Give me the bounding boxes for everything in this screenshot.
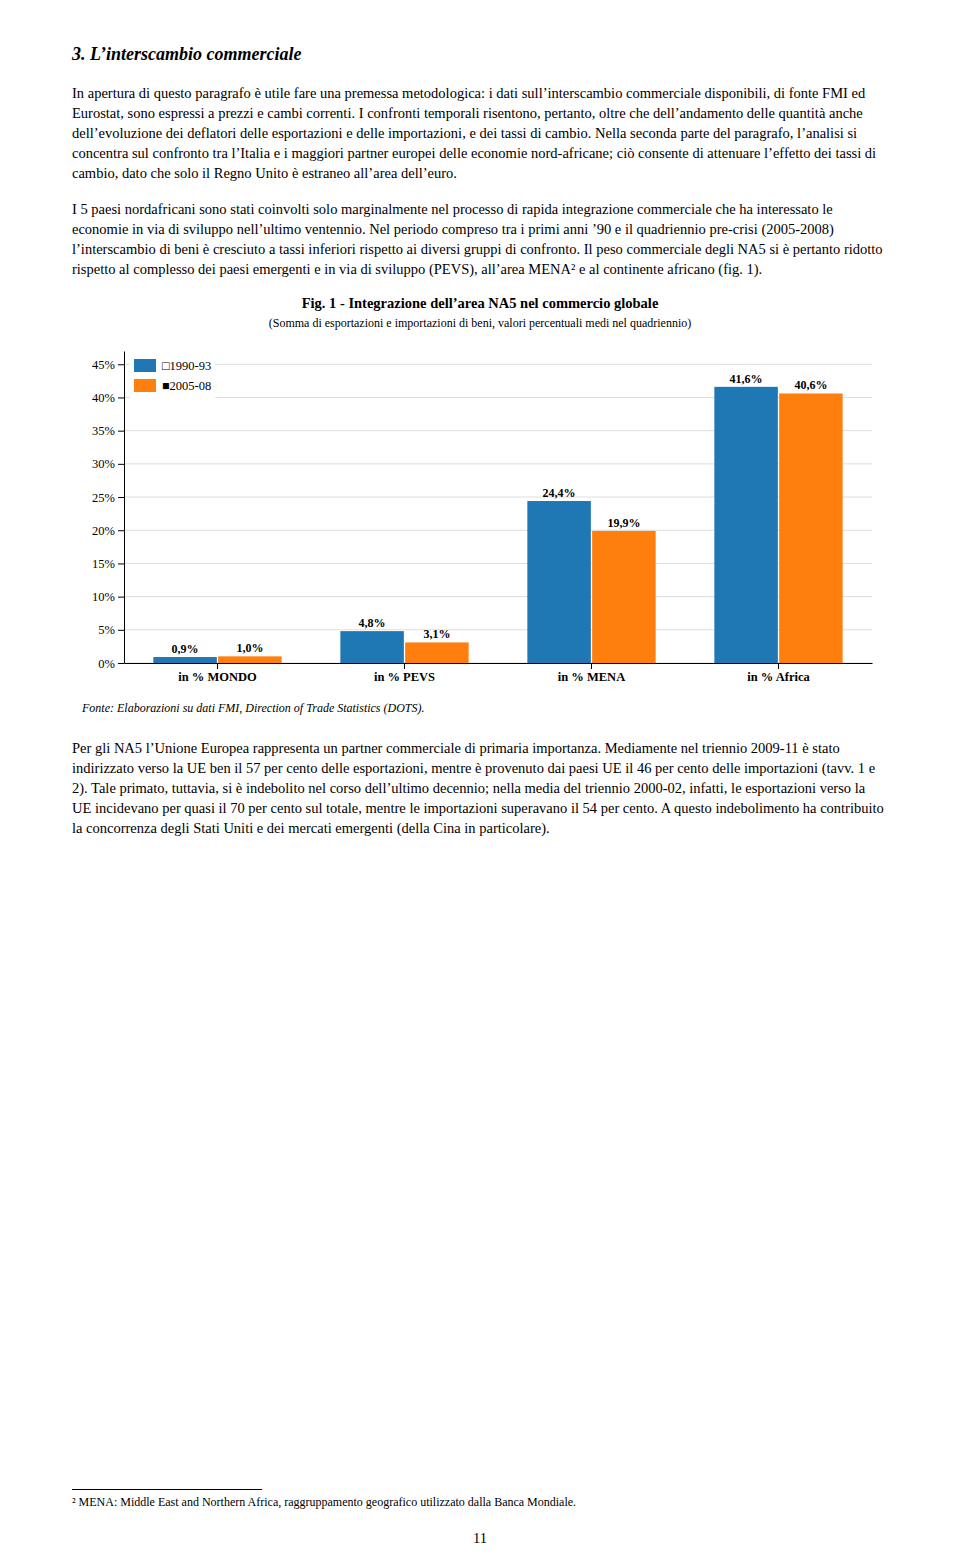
y-tick: 35%: [92, 424, 124, 438]
x-tick: in % MENA: [558, 663, 625, 684]
data-label: 3,1%: [423, 627, 450, 641]
x-tick-label: in % MONDO: [178, 670, 257, 684]
x-tick: in % Africa: [747, 663, 810, 684]
chart: 0%5%10%15%20%25%30%35%40%45%in % MONDOin…: [72, 337, 888, 697]
x-tick-label: in % Africa: [747, 670, 810, 684]
data-label: 4,8%: [359, 616, 386, 630]
x-tick-mark: [217, 663, 218, 669]
bar: [714, 387, 778, 663]
bar-series: [153, 387, 778, 663]
chart-title: Fig. 1 - Integrazione dell’area NA5 nel …: [72, 295, 888, 312]
y-tick-mark: [118, 497, 124, 498]
x-tick: in % PEVS: [374, 663, 435, 684]
y-tick-mark: [118, 464, 124, 465]
bar: [153, 657, 217, 663]
y-tick-mark: [118, 397, 124, 398]
y-tick-mark: [118, 663, 124, 664]
y-tick-mark: [118, 530, 124, 531]
legend-label: □1990-93: [162, 359, 211, 373]
bar: [218, 656, 282, 663]
x-tick-mark: [778, 663, 779, 669]
y-tick-mark: [118, 630, 124, 631]
section-title: 3. L’interscambio commerciale: [72, 44, 888, 65]
chart-source: Fonte: Elaborazioni su dati FMI, Directi…: [82, 701, 888, 716]
y-tick-label: 35%: [92, 424, 115, 438]
plot-area: 0%5%10%15%20%25%30%35%40%45%in % MONDOin…: [92, 352, 872, 684]
y-tick: 15%: [92, 557, 124, 571]
x-tick-mark: [591, 663, 592, 669]
y-tick-label: 5%: [98, 623, 115, 637]
legend-swatch: [134, 359, 156, 372]
page-number: 11: [0, 1530, 960, 1547]
grid: [124, 364, 872, 663]
x-tick-label: in % PEVS: [374, 670, 435, 684]
chart-subtitle: (Somma di esportazioni e importazioni di…: [72, 316, 888, 331]
bar: [592, 531, 656, 663]
y-axis-line: [124, 352, 125, 664]
y-tick-label: 25%: [92, 491, 115, 505]
data-label: 19,9%: [607, 516, 640, 530]
bars: [153, 387, 842, 663]
y-tick-label: 45%: [92, 358, 115, 372]
legend-background: [130, 354, 215, 398]
bar: [527, 501, 591, 663]
data-label: 40,6%: [794, 378, 827, 392]
y-tick-label: 0%: [98, 657, 115, 671]
grid-line: [124, 364, 872, 365]
x-axis: in % MONDO in % PEVS in % MENA in % Africa: [125, 663, 873, 684]
footnote: ² MENA: Middle East and Northern Africa,…: [72, 1495, 888, 1510]
y-axis: 0% 5% 10% 15% 20% 25% 30% 35% 40% 45%: [92, 352, 124, 671]
y-tick: 45%: [92, 358, 124, 372]
legend-item: ■2005-08: [134, 379, 211, 393]
data-label: 24,4%: [543, 486, 576, 500]
paragraph: In apertura di questo paragrafo è utile …: [72, 83, 888, 183]
y-tick: 5%: [98, 623, 124, 637]
bar: [340, 631, 404, 663]
legend-label: ■2005-08: [162, 379, 211, 393]
paragraph: Per gli NA5 l’Unione Europea rappresenta…: [72, 738, 888, 838]
x-axis-line: [125, 663, 873, 664]
y-tick: 20%: [92, 524, 124, 538]
y-tick-label: 30%: [92, 457, 115, 471]
y-tick-mark: [118, 431, 124, 432]
x-tick: in % MONDO: [178, 663, 257, 684]
paragraph: I 5 paesi nordafricani sono stati coinvo…: [72, 199, 888, 279]
x-tick-label: in % MENA: [558, 670, 625, 684]
y-tick-label: 10%: [92, 590, 115, 604]
x-tick-mark: [404, 663, 405, 669]
y-tick: 25%: [92, 491, 124, 505]
y-tick: 40%: [92, 391, 124, 405]
y-tick-label: 20%: [92, 524, 115, 538]
y-tick: 10%: [92, 590, 124, 604]
data-label: 41,6%: [730, 372, 763, 386]
y-tick: 0%: [98, 657, 124, 671]
y-tick-mark: [118, 563, 124, 564]
y-tick-label: 15%: [92, 557, 115, 571]
legend: □1990-93 ■2005-08: [130, 354, 215, 398]
y-tick-mark: [118, 597, 124, 598]
page-content: 3. L’interscambio commerciale In apertura…: [72, 44, 888, 854]
data-label: 1,0%: [236, 641, 263, 655]
footnote-rule: [72, 1489, 262, 1490]
y-tick-label: 40%: [92, 391, 115, 405]
bar: [779, 393, 843, 663]
data-label: 0,9%: [172, 642, 199, 656]
bar: [405, 642, 469, 663]
y-tick-mark: [118, 364, 124, 365]
y-tick: 30%: [92, 457, 124, 471]
legend-item: □1990-93: [134, 359, 211, 373]
bar-series: [218, 393, 843, 663]
legend-swatch: [134, 379, 156, 392]
data-labels: 0,9% 4,8% 24,4% 41,6% 1,0% 3,1% 19,9% 40,6%: [172, 372, 828, 656]
